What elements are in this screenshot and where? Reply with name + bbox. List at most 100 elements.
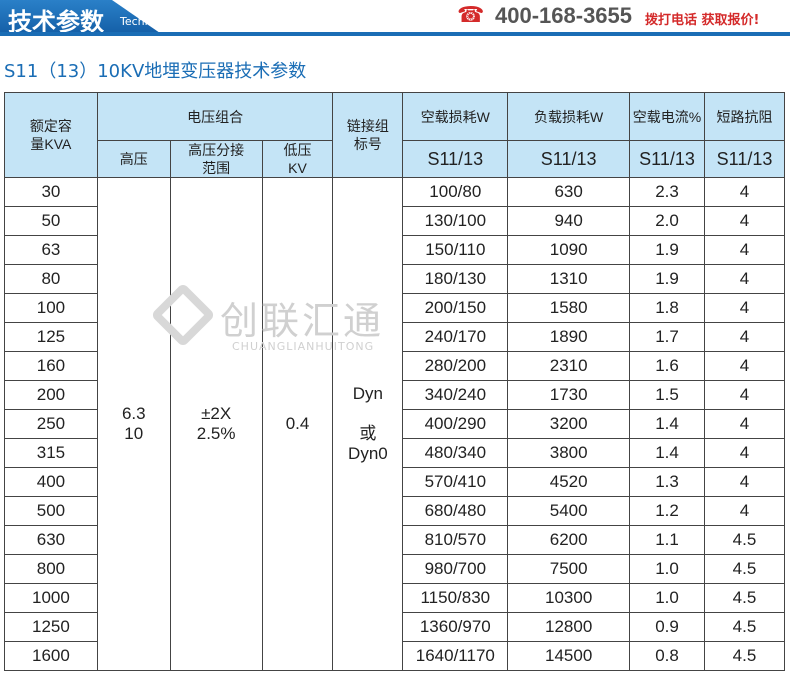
header-load: 负载损耗W	[507, 92, 631, 141]
cell-load: 3800	[507, 438, 631, 468]
cell-noload: 280/200	[402, 351, 509, 381]
cell-capacity: 125	[4, 322, 98, 352]
cell-current: 2.3	[629, 177, 705, 207]
header-model-noload: S11/13	[402, 140, 509, 178]
header-noload: 空载损耗W	[402, 92, 509, 141]
call-to-action: 拨打电话 获取报价!	[645, 13, 760, 28]
cell-load: 6200	[507, 525, 631, 555]
phone-number[interactable]: 400-168-3655	[495, 3, 633, 28]
cell-noload: 1640/1170	[402, 641, 509, 671]
cell-capacity: 800	[4, 554, 98, 584]
cell-current: 1.5	[629, 380, 705, 410]
cell-impedance: 4	[704, 264, 785, 294]
header-impedance: 短路抗阻	[704, 92, 785, 141]
cell-current: 1.0	[629, 583, 705, 613]
cell-noload: 180/130	[402, 264, 509, 294]
cell-impedance: 4.5	[704, 612, 785, 642]
header-banner: 技术参数 Technical parameter ☎ 400-168-3655 …	[0, 0, 790, 38]
cell-impedance: 4.5	[704, 554, 785, 584]
header-voltage: 电压组合	[96, 92, 334, 141]
cell-capacity: 50	[4, 206, 98, 236]
cell-current: 2.0	[629, 206, 705, 236]
header-hv: 高压	[96, 140, 171, 178]
header-divider	[0, 32, 790, 36]
header-model-impedance: S11/13	[704, 140, 785, 178]
table-row: 63 150/110 1090 1.9 4	[4, 235, 785, 265]
table-row: 500 680/480 5400 1.2 4	[4, 496, 785, 526]
cell-current: 1.4	[629, 409, 705, 439]
cell-current: 0.9	[629, 612, 705, 642]
cell-capacity: 400	[4, 467, 98, 497]
cell-noload: 130/100	[402, 206, 509, 236]
header-subtitle: Technical parameter	[120, 15, 233, 28]
cell-current: 0.8	[629, 641, 705, 671]
cell-capacity: 630	[4, 525, 98, 555]
cell-capacity: 315	[4, 438, 98, 468]
cell-impedance: 4	[704, 438, 785, 468]
cell-impedance: 4	[704, 467, 785, 497]
cell-current: 1.1	[629, 525, 705, 555]
cell-current: 1.8	[629, 293, 705, 323]
cell-noload: 680/480	[402, 496, 509, 526]
spec-table: 额定容量KVA 电压组合 链接组标号 空载损耗W 负载损耗W 空载电流% 短路抗…	[4, 92, 785, 671]
cell-load: 1730	[507, 380, 631, 410]
cell-hv: 6.3 10	[96, 177, 171, 671]
cell-capacity: 1600	[4, 641, 98, 671]
cell-load: 940	[507, 206, 631, 236]
cell-noload: 340/240	[402, 380, 509, 410]
page-title: S11（13）10KV地埋变压器技术参数	[4, 61, 307, 82]
table-row: 30 6.3 10 ±2X 2.5% 0.4 Dyn 或 Dyn0 100/80 630 2.…	[4, 177, 785, 671]
cell-noload: 810/570	[402, 525, 509, 555]
cell-current: 1.9	[629, 235, 705, 265]
cell-capacity: 63	[4, 235, 98, 265]
cell-impedance: 4	[704, 351, 785, 381]
header-current: 空载电流%	[629, 92, 705, 141]
cell-current: 1.2	[629, 496, 705, 526]
cell-capacity: 80	[4, 264, 98, 294]
cell-current: 1.0	[629, 554, 705, 584]
table-row: 1600 1640/1170 14500 0.8 4.5	[4, 641, 785, 671]
cell-load: 2310	[507, 351, 631, 381]
cell-current: 1.6	[629, 351, 705, 381]
cell-capacity: 1250	[4, 612, 98, 642]
cell-impedance: 4	[704, 496, 785, 526]
cell-load: 4520	[507, 467, 631, 497]
table-row: 160 280/200 2310 1.6 4	[4, 351, 785, 381]
header-group: 链接组标号	[332, 92, 404, 178]
cell-current: 1.4	[629, 438, 705, 468]
header-model-load: S11/13	[507, 140, 631, 178]
cell-load: 14500	[507, 641, 631, 671]
cell-impedance: 4.5	[704, 583, 785, 613]
cell-current: 1.7	[629, 322, 705, 352]
table-row: 200 340/240 1730 1.5 4	[4, 380, 785, 410]
table-row: 400 570/410 4520 1.3 4	[4, 467, 785, 497]
table-row: 100 200/150 1580 1.8 4	[4, 293, 785, 323]
cell-noload: 200/150	[402, 293, 509, 323]
cell-lv: 0.4	[261, 177, 334, 671]
cell-load: 12800	[507, 612, 631, 642]
cell-noload: 980/700	[402, 554, 509, 584]
header-lv: 低压KV	[261, 140, 334, 178]
cell-noload: 150/110	[402, 235, 509, 265]
cell-capacity: 500	[4, 496, 98, 526]
cell-noload: 240/170	[402, 322, 509, 352]
header-title: 技术参数	[8, 8, 104, 36]
cell-impedance: 4.5	[704, 525, 785, 555]
cell-current: 1.9	[629, 264, 705, 294]
cell-load: 1890	[507, 322, 631, 352]
cell-load: 1310	[507, 264, 631, 294]
cell-current: 1.3	[629, 467, 705, 497]
cell-impedance: 4.5	[704, 641, 785, 671]
cell-capacity: 30	[4, 177, 98, 207]
cell-impedance: 4	[704, 177, 785, 207]
cell-impedance: 4	[704, 206, 785, 236]
phone-icon: ☎	[457, 3, 485, 28]
cell-tap: ±2X 2.5%	[169, 177, 263, 671]
table-row: 125 240/170 1890 1.7 4	[4, 322, 785, 352]
header-tap: 高压分接范围	[169, 140, 263, 178]
cell-capacity: 160	[4, 351, 98, 381]
cell-load: 5400	[507, 496, 631, 526]
cell-impedance: 4	[704, 235, 785, 265]
table-row: 1250 1360/970 12800 0.9 4.5	[4, 612, 785, 642]
table-row: 50 130/100 940 2.0 4	[4, 206, 785, 236]
